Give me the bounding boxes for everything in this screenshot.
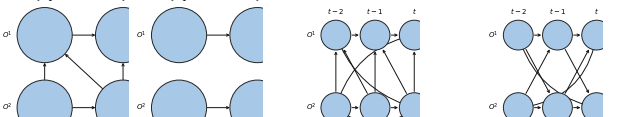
Text: $O^2$: $O^2$ (2, 102, 12, 113)
Circle shape (582, 20, 612, 50)
Text: $t-2$: $t-2$ (327, 5, 344, 16)
Circle shape (321, 20, 351, 50)
Circle shape (95, 80, 150, 117)
Circle shape (321, 93, 351, 117)
Text: $O^1$: $O^1$ (2, 29, 12, 41)
Circle shape (230, 80, 285, 117)
Circle shape (152, 7, 207, 63)
Text: $t$: $t$ (412, 5, 417, 16)
Text: $O^2$: $O^2$ (136, 102, 147, 113)
Circle shape (543, 93, 572, 117)
Circle shape (230, 7, 285, 63)
Circle shape (543, 20, 572, 50)
Text: $t-2$: $t-2$ (509, 5, 527, 16)
Circle shape (152, 80, 207, 117)
Circle shape (504, 20, 533, 50)
Text: $O^1$: $O^1$ (488, 29, 499, 41)
Circle shape (360, 93, 390, 117)
Circle shape (360, 20, 390, 50)
Circle shape (504, 93, 533, 117)
Text: $O^2$: $O^2$ (488, 102, 499, 113)
Circle shape (17, 7, 72, 63)
Circle shape (95, 7, 150, 63)
Text: $O^1$: $O^1$ (306, 29, 316, 41)
Circle shape (399, 93, 429, 117)
Circle shape (582, 93, 612, 117)
Text: $t-1$: $t-1$ (170, 0, 188, 3)
Circle shape (399, 20, 429, 50)
Text: $t-1$: $t-1$ (36, 0, 53, 3)
Text: $O^2$: $O^2$ (306, 102, 316, 113)
Text: $t$: $t$ (594, 5, 599, 16)
Text: $t-1$: $t-1$ (367, 5, 383, 16)
Text: $O^1$: $O^1$ (136, 29, 147, 41)
Text: $t$: $t$ (255, 0, 260, 3)
Circle shape (17, 80, 72, 117)
Text: $t-1$: $t-1$ (549, 5, 566, 16)
Text: $t$: $t$ (120, 0, 125, 3)
